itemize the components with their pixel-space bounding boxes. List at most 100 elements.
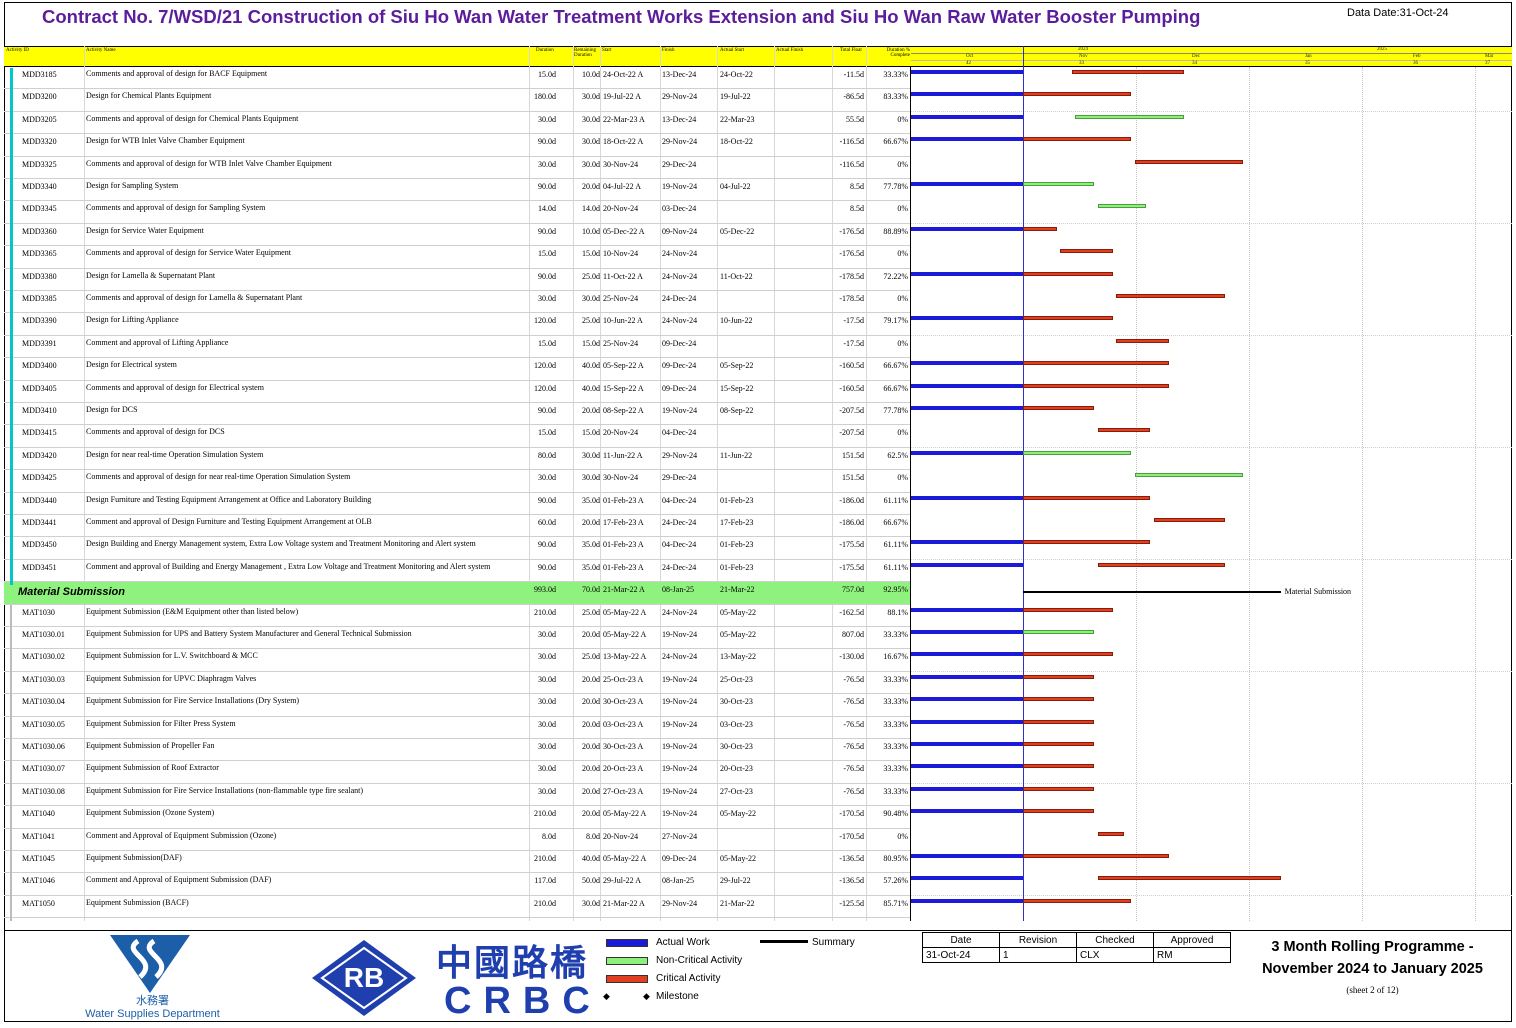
critical-activity-bar[interactable]	[1071, 70, 1184, 74]
table-row[interactable]: MAT1040 Equipment Submission (Ozone Syste…	[4, 806, 910, 829]
critical-activity-bar[interactable]	[1023, 697, 1094, 702]
non-critical-activity-bar[interactable]	[1135, 473, 1244, 478]
critical-activity-bar[interactable]	[1023, 383, 1169, 388]
table-row[interactable]: MDD3320 Design for WTB Inlet Valve Chambe…	[4, 134, 910, 157]
critical-activity-bar[interactable]	[1023, 674, 1094, 679]
critical-activity-bar[interactable]	[1023, 786, 1094, 791]
actual-work-bar[interactable]	[911, 70, 1023, 74]
table-row[interactable]: MDD3440 Design Furniture and Testing Equi…	[4, 493, 910, 515]
table-row[interactable]: MAT1045 Equipment Submission(DAF) 210.0d 40…	[4, 851, 910, 874]
actual-work-bar[interactable]	[911, 562, 1023, 567]
table-row[interactable]: MDD3380 Design for Lamella & Supernatant …	[4, 269, 910, 291]
actual-work-bar[interactable]	[911, 361, 1023, 366]
actual-work-bar[interactable]	[911, 652, 1023, 657]
table-row[interactable]: MAT1030.01 Equipment Submission for UPS a…	[4, 627, 910, 650]
critical-activity-bar[interactable]	[1023, 361, 1169, 366]
table-row[interactable]: MDD3325 Comments and approval of design f…	[4, 157, 910, 179]
table-row[interactable]: MDD3360 Design for Service Water Equipmen…	[4, 224, 910, 247]
table-row[interactable]: MDD3205 Comments and approval of design f…	[4, 112, 910, 135]
critical-activity-bar[interactable]	[1023, 854, 1169, 858]
critical-activity-bar[interactable]	[1023, 495, 1150, 500]
col-duration[interactable]: Duration	[536, 48, 554, 53]
table-row[interactable]: MAT1030.02 Equipment Submission for L.V. …	[4, 649, 910, 672]
actual-work-bar[interactable]	[911, 809, 1023, 814]
actual-work-bar[interactable]	[911, 786, 1023, 791]
table-row[interactable]: MAT1046 Comment and Approval of Equipment…	[4, 873, 910, 896]
group-row[interactable]: Material Submission 993.0d 70.0d 21-Mar-22 …	[4, 582, 910, 605]
summary-bar[interactable]	[1023, 591, 1281, 594]
critical-activity-bar[interactable]	[1153, 518, 1225, 522]
table-row[interactable]: MDD3451 Comment and approval of Building …	[4, 560, 910, 583]
col-activity-name[interactable]: Activity Name	[86, 48, 116, 53]
table-row[interactable]: MDD3345 Comments and approval of design f…	[4, 201, 910, 224]
non-critical-activity-bar[interactable]	[1075, 114, 1184, 119]
col-pct-complete[interactable]: Duration % Complete	[886, 48, 910, 58]
critical-activity-bar[interactable]	[1023, 898, 1132, 903]
actual-work-bar[interactable]	[911, 607, 1023, 612]
critical-activity-bar[interactable]	[1116, 338, 1169, 343]
critical-activity-bar[interactable]	[1023, 719, 1094, 724]
actual-work-bar[interactable]	[911, 114, 1023, 119]
critical-activity-bar[interactable]	[1097, 831, 1124, 836]
table-row[interactable]: MDD3200 Design for Chemical Plants Equipm…	[4, 89, 910, 112]
actual-work-bar[interactable]	[911, 719, 1023, 724]
col-actual-finish[interactable]: Actual Finish	[776, 48, 804, 53]
table-row[interactable]: MAT1030.08 Equipment Submission for Fire …	[4, 784, 910, 807]
actual-work-bar[interactable]	[911, 450, 1023, 455]
critical-activity-bar[interactable]	[1023, 809, 1094, 814]
table-row[interactable]: MDD3400 Design for Electrical system 120.0…	[4, 358, 910, 381]
non-critical-activity-bar[interactable]	[1023, 450, 1132, 455]
critical-activity-bar[interactable]	[1023, 742, 1094, 746]
col-finish[interactable]: Finish	[662, 48, 675, 53]
table-row[interactable]: MDD3385 Comments and approval of design f…	[4, 291, 910, 314]
table-row[interactable]: MAT1030.03 Equipment Submission for UPVC …	[4, 672, 910, 695]
table-row[interactable]: MDD3420 Design for near real-time Operati…	[4, 448, 910, 471]
critical-activity-bar[interactable]	[1023, 316, 1113, 321]
table-row[interactable]: MAT1030.06 Equipment Submission of Propel…	[4, 739, 910, 762]
actual-work-bar[interactable]	[911, 495, 1023, 500]
actual-work-bar[interactable]	[911, 697, 1023, 702]
actual-work-bar[interactable]	[911, 137, 1023, 142]
actual-work-bar[interactable]	[911, 876, 1023, 881]
table-row[interactable]: MDD3405 Comments and approval of design f…	[4, 381, 910, 403]
table-row[interactable]: MDD3391 Comment and approval of Lifting A…	[4, 336, 910, 359]
critical-activity-bar[interactable]	[1023, 137, 1132, 142]
critical-activity-bar[interactable]	[1023, 226, 1057, 231]
table-row[interactable]: MAT1030.05 Equipment Submission for Filte…	[4, 717, 910, 739]
actual-work-bar[interactable]	[911, 182, 1023, 186]
table-row[interactable]: MDD3425 Comments and approval of design f…	[4, 470, 910, 493]
table-row[interactable]: MAT1050 Equipment Submission (BACF) 210.0d…	[4, 896, 910, 919]
non-critical-activity-bar[interactable]	[1023, 630, 1094, 634]
actual-work-bar[interactable]	[911, 854, 1023, 858]
critical-activity-bar[interactable]	[1023, 540, 1150, 545]
actual-work-bar[interactable]	[911, 630, 1023, 634]
critical-activity-bar[interactable]	[1023, 607, 1113, 612]
actual-work-bar[interactable]	[911, 540, 1023, 545]
critical-activity-bar[interactable]	[1023, 271, 1113, 276]
critical-activity-bar[interactable]	[1097, 428, 1150, 433]
table-row[interactable]: MDD3415 Comments and approval of design f…	[4, 425, 910, 448]
critical-activity-bar[interactable]	[1023, 652, 1113, 657]
critical-activity-bar[interactable]	[1023, 764, 1094, 769]
table-row[interactable]: MAT1030.07 Equipment Submission of Roof E…	[4, 761, 910, 784]
table-row[interactable]: MDD3340 Design for Sampling System 90.0d 20…	[4, 179, 910, 202]
actual-work-bar[interactable]	[911, 406, 1023, 410]
table-row[interactable]: MAT1030 Equipment Submission (E&M Equipme…	[4, 605, 910, 627]
critical-activity-bar[interactable]	[1116, 294, 1225, 298]
table-row[interactable]: MDD3390 Design for Lifting Appliance 120.0…	[4, 313, 910, 336]
non-critical-activity-bar[interactable]	[1023, 182, 1094, 186]
col-start[interactable]: Start	[602, 48, 612, 53]
actual-work-bar[interactable]	[911, 742, 1023, 746]
actual-work-bar[interactable]	[911, 226, 1023, 231]
actual-work-bar[interactable]	[911, 92, 1023, 97]
actual-work-bar[interactable]	[911, 271, 1023, 276]
actual-work-bar[interactable]	[911, 898, 1023, 903]
table-row[interactable]: MDD3441 Comment and approval of Design Fu…	[4, 515, 910, 538]
table-row[interactable]: MDD3450 Design Building and Energy Manage…	[4, 537, 910, 560]
table-row[interactable]: MDD3185 Comments and approval of design f…	[4, 67, 910, 90]
col-total-float[interactable]: Total Float	[840, 48, 862, 53]
critical-activity-bar[interactable]	[1135, 159, 1244, 164]
table-row[interactable]: MDD3410 Design for DCS 90.0d 20.0d 08-Sep-22…	[4, 403, 910, 426]
critical-activity-bar[interactable]	[1060, 249, 1113, 254]
table-row[interactable]: MDD3365 Comments and approval of design f…	[4, 246, 910, 269]
